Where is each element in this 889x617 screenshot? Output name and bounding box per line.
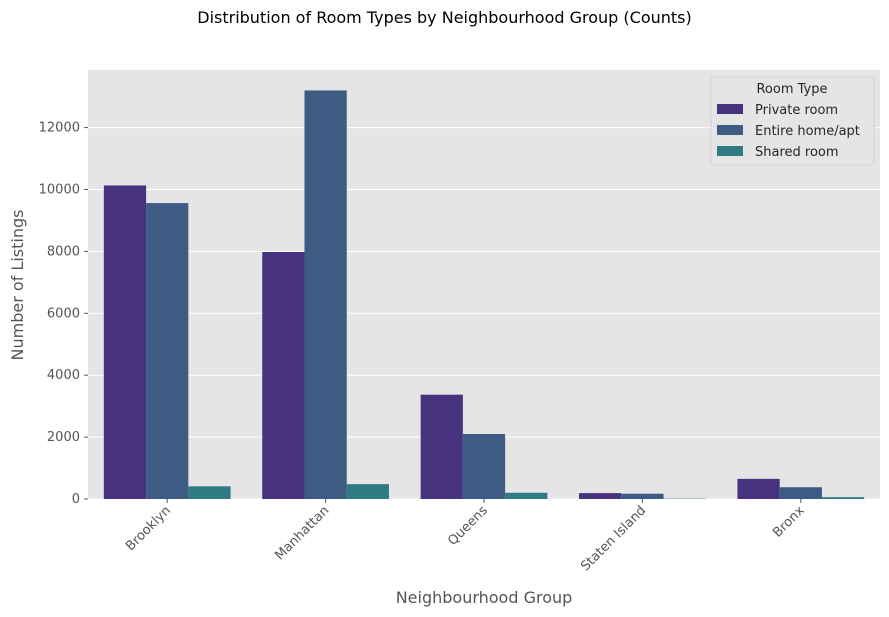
bar	[188, 486, 231, 499]
bar	[505, 492, 548, 499]
x-axis-label: Neighbourhood Group	[396, 588, 573, 607]
y-tick-label: 10000	[39, 182, 80, 197]
y-axis-label: Number of Listings	[8, 210, 27, 361]
legend: Room Type Private room Entire home/apt Sha…	[710, 76, 875, 166]
legend-swatch	[717, 146, 743, 156]
legend-swatch	[717, 125, 743, 135]
y-tick-label: 2000	[47, 430, 80, 445]
legend-box	[710, 76, 875, 166]
x-tick-label: Staten Island	[578, 503, 649, 574]
legend-label: Entire home/apt	[755, 124, 860, 139]
y-tick-label: 4000	[47, 368, 80, 383]
bar	[737, 478, 780, 499]
bar	[579, 493, 622, 499]
x-axis-ticks: Brooklyn Manhattan Queens Staten Island Bron…	[123, 499, 808, 574]
x-tick-label: Brooklyn	[123, 503, 174, 554]
y-tick-label: 6000	[47, 306, 80, 321]
y-tick-label: 12000	[39, 121, 80, 136]
x-tick-label: Bronx	[770, 503, 808, 541]
bar	[779, 487, 822, 499]
bar	[304, 90, 347, 499]
bar	[420, 394, 463, 499]
bars	[103, 90, 865, 499]
bar	[262, 252, 305, 499]
chart-title: Distribution of Room Types by Neighbourh…	[197, 8, 692, 27]
legend-title: Room Type	[756, 82, 827, 97]
y-axis-ticks: 0 2000 4000 6000 8000 10000 12000	[39, 121, 88, 507]
bar	[621, 493, 664, 499]
y-tick-label: 0	[72, 492, 80, 507]
legend-swatch	[717, 104, 743, 114]
x-tick-label: Queens	[445, 503, 491, 549]
bar	[462, 434, 506, 499]
bar	[146, 203, 189, 499]
bar	[821, 497, 865, 499]
bar	[103, 185, 147, 499]
bar	[346, 484, 389, 499]
legend-label: Shared room	[755, 145, 839, 160]
legend-label: Private room	[755, 103, 838, 118]
y-tick-label: 8000	[47, 244, 80, 259]
legend-items: Private room Entire home/apt Shared room	[717, 103, 860, 160]
x-tick-label: Manhattan	[272, 503, 332, 563]
